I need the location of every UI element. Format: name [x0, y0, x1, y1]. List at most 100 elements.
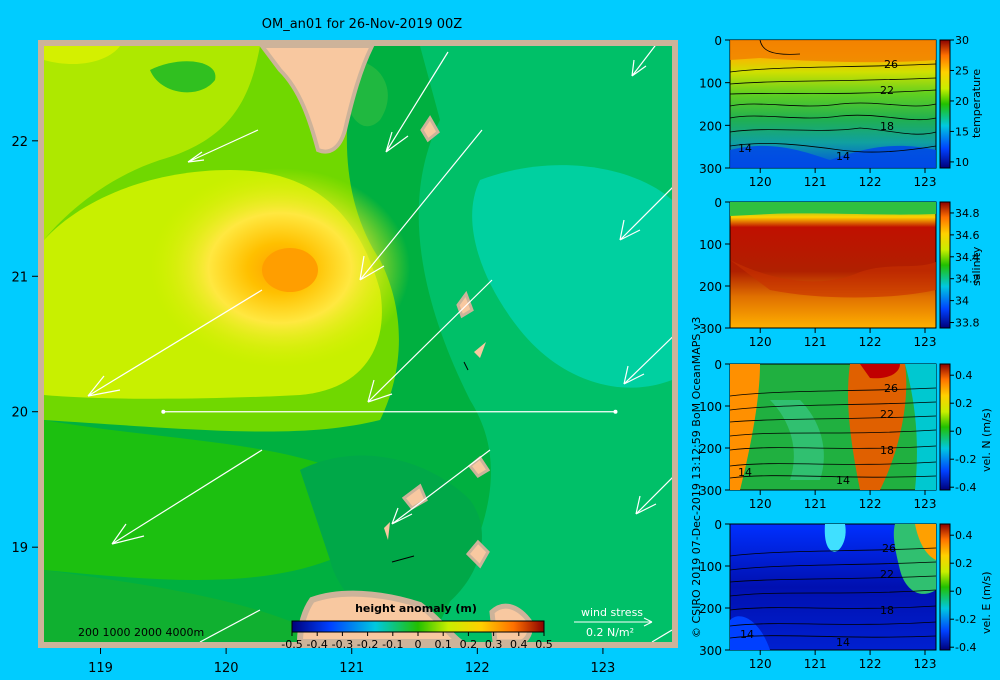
- anomaly-colorbar-tick-label: 0.5: [535, 638, 553, 651]
- anomaly-colorbar-tick-label: -0.1: [382, 638, 403, 651]
- map-y-tick-label: 19: [11, 541, 28, 556]
- map-x-tick-label: 121: [339, 661, 364, 676]
- section-colorbar-tick-label: 34.6: [955, 229, 980, 242]
- section-x-tick-label: 122: [859, 335, 882, 349]
- section-colorbar-tick-label: 15: [955, 125, 969, 138]
- section-x-tick-label: 122: [859, 497, 882, 511]
- anomaly-colorbar-tick-label: 0.3: [485, 638, 503, 651]
- anomaly-colorbar-tick-label: 0: [415, 638, 422, 651]
- velocity-east-contour-label: 18: [880, 604, 894, 617]
- velocity-east-contour-label: 14: [836, 636, 850, 649]
- section-colorbar-tick-label: 34.4: [955, 251, 980, 264]
- anomaly-colorbar-tick-label: -0.4: [306, 638, 327, 651]
- section-y-tick-label: 300: [699, 644, 722, 658]
- section-colorbar-tick-label: 0: [955, 425, 962, 438]
- section-y-tick-label: 300: [699, 162, 722, 176]
- map-field: [44, 46, 672, 642]
- anomaly-colorbar: [291, 620, 545, 633]
- section-line: [161, 409, 618, 414]
- map-y-tick-label: 22: [11, 135, 28, 150]
- map-x-tick-label: 120: [214, 661, 239, 676]
- section-y-tick-label: 300: [699, 322, 722, 336]
- temperature-section: [729, 39, 937, 169]
- section-colorbar-tick-label: 0: [955, 585, 962, 598]
- credit-text: © CSIRO 2019 07-Dec-2019 13:12:59 BoM Oc…: [690, 317, 703, 638]
- velocity-north-contour-label: 14: [738, 466, 752, 479]
- section-colorbar-tick-label: 0.4: [955, 529, 973, 542]
- section-x-tick-label: 123: [914, 175, 937, 189]
- map-title: OM_an01 for 26-Nov-2019 00Z: [262, 17, 463, 32]
- section-colorbar-tick-label: 10: [955, 156, 969, 169]
- velocity-east-colorbar-label: vel. E (m/s): [980, 571, 993, 634]
- velocity-east-contour-label: 22: [880, 568, 894, 581]
- section-y-tick-label: 0: [714, 196, 722, 210]
- section-colorbar-tick-label: 20: [955, 95, 969, 108]
- section-y-tick-label: 0: [714, 518, 722, 532]
- section-x-tick-label: 120: [749, 335, 772, 349]
- temperature-contour-label: 26: [884, 58, 898, 71]
- velocity-east-contour-label: 14: [740, 628, 754, 641]
- section-x-tick-label: 123: [914, 657, 937, 671]
- section-colorbar-tick-label: 34.2: [955, 273, 980, 286]
- velocity-north-contour-label: 18: [880, 444, 894, 457]
- section-x-tick-label: 123: [914, 497, 937, 511]
- section-colorbar-tick-label: 30: [955, 34, 969, 47]
- section-y-tick-label: 200: [699, 119, 722, 133]
- section-colorbar-tick-label: 25: [955, 64, 969, 77]
- temperature-contour-label: 14: [836, 150, 850, 163]
- temperature-contour-label: 22: [880, 84, 894, 97]
- section-colorbar-tick-label: 34: [955, 295, 969, 308]
- section-x-tick-label: 122: [859, 175, 882, 189]
- section-x-tick-label: 123: [914, 335, 937, 349]
- anomaly-colorbar-tick-label: 0.2: [460, 638, 478, 651]
- section-colorbar-tick-label: -0.4: [955, 641, 976, 654]
- map-x-tick-label: 119: [88, 661, 113, 676]
- anomaly-colorbar-label: height anomaly (m): [355, 602, 477, 615]
- temperature-colorbar: [939, 39, 951, 169]
- map-y-tick-label: 21: [11, 270, 28, 285]
- section-x-tick-label: 121: [804, 335, 827, 349]
- temperature-colorbar-label: temperature: [970, 69, 983, 138]
- temperature-contour-label: 18: [880, 120, 894, 133]
- map-x-tick-label: 123: [591, 661, 616, 676]
- wind-arrows: [87, 46, 672, 642]
- section-x-tick-label: 121: [804, 497, 827, 511]
- map-x-tick-label: 122: [465, 661, 490, 676]
- section-x-tick-label: 122: [859, 657, 882, 671]
- velocity-north-contour-label: 14: [836, 474, 850, 487]
- section-y-tick-label: 100: [699, 400, 722, 414]
- temperature-contour-label: 14: [738, 142, 752, 155]
- section-y-tick-label: 200: [699, 280, 722, 294]
- section-y-tick-label: 100: [699, 560, 722, 574]
- taiwan-land: [259, 46, 375, 154]
- salinity-colorbar-label: salinity: [970, 246, 983, 286]
- wind-legend-title: wind stress: [581, 606, 643, 619]
- velocity-north-colorbar-label: vel. N (m/s): [980, 408, 993, 472]
- section-x-tick-label: 121: [804, 175, 827, 189]
- anomaly-colorbar-tick-label: -0.5: [281, 638, 302, 651]
- section-x-tick-label: 120: [749, 657, 772, 671]
- section-y-tick-label: 200: [699, 442, 722, 456]
- velocity-east-contour-label: 26: [882, 542, 896, 555]
- velocity-north-colorbar: [939, 363, 951, 491]
- section-y-tick-label: 300: [699, 484, 722, 498]
- section-colorbar-tick-label: 34.8: [955, 207, 980, 220]
- section-x-tick-label: 120: [749, 497, 772, 511]
- section-y-tick-label: 100: [699, 238, 722, 252]
- velocity-east-colorbar: [939, 523, 951, 651]
- anomaly-colorbar-tick-label: -0.2: [357, 638, 378, 651]
- depth-legend: 200 1000 2000 4000m: [78, 626, 204, 639]
- anomaly-colorbar-tick-label: 0.4: [510, 638, 528, 651]
- anomaly-colorbar-tick-label: 0.1: [434, 638, 452, 651]
- velocity-north-contour-label: 22: [880, 408, 894, 421]
- section-colorbar-tick-label: -0.2: [955, 613, 976, 626]
- anomaly-colorbar-tick-label: -0.3: [332, 638, 353, 651]
- anomaly-colorbar-ticks: -0.5 -0.4 -0.3 -0.2 -0.1 0 0.1 0.2 0.3 0.4 0.5: [281, 632, 553, 651]
- velocity-east-section: [729, 523, 937, 651]
- section-x-tick-label: 120: [749, 175, 772, 189]
- section-colorbar-tick-label: 0.4: [955, 369, 973, 382]
- section-x-tick-label: 121: [804, 657, 827, 671]
- section-colorbar-tick-label: 0.2: [955, 397, 973, 410]
- map-y-tick-label: 20: [11, 406, 28, 421]
